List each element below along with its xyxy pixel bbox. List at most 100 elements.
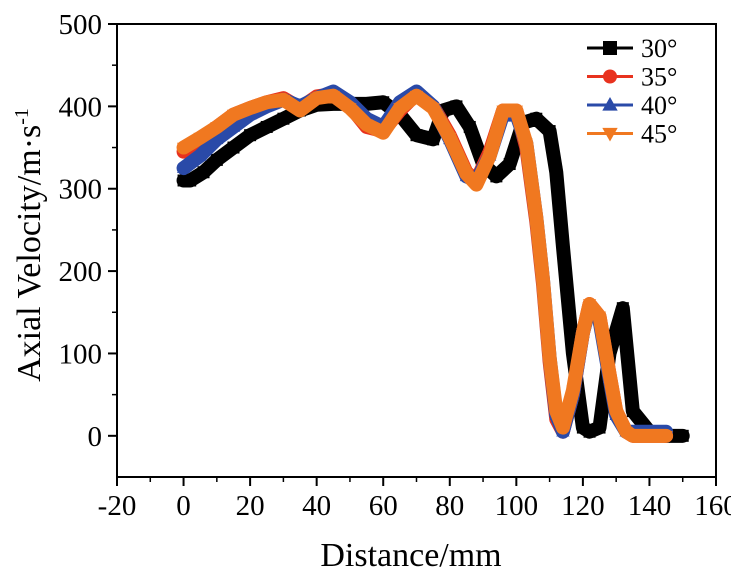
data-point (469, 179, 483, 192)
x-tick-label: 40 (302, 490, 331, 522)
series-layer (176, 84, 690, 443)
legend-item: 30° (587, 34, 677, 63)
data-point (193, 132, 207, 145)
data-point (176, 142, 191, 155)
data-point (310, 93, 324, 106)
data-point (210, 122, 224, 134)
data-point (556, 240, 569, 253)
data-point (426, 103, 440, 115)
data-point (676, 429, 689, 442)
data-point (450, 100, 463, 113)
x-tick-label: 140 (628, 490, 672, 522)
x-tick-label: 100 (495, 490, 539, 522)
data-point (483, 150, 497, 163)
data-point (592, 311, 607, 324)
data-point (626, 405, 639, 418)
data-point (226, 120, 241, 132)
y-tick-label: 100 (59, 338, 103, 370)
data-point (359, 119, 374, 132)
data-point (193, 148, 207, 161)
data-point (529, 212, 543, 225)
x-tick-label: 60 (369, 490, 398, 522)
data-point (210, 132, 224, 145)
data-point (276, 94, 290, 107)
data-point (602, 369, 617, 381)
data-point (609, 406, 623, 419)
axes-layer: -20 0 20 40 60 80 100 120 140 160 0 100 200 300 400 500 (59, 9, 731, 522)
data-point (210, 153, 223, 166)
data-point (227, 141, 240, 154)
y-tick-label: 200 (59, 256, 103, 288)
legend-item: 35° (587, 63, 677, 92)
data-point (616, 302, 629, 315)
data-point (463, 120, 476, 133)
legend: 30°35°40°45° (587, 34, 677, 149)
series-3 (176, 88, 674, 443)
y-tick-label: 500 (59, 9, 103, 41)
data-point (582, 299, 597, 311)
data-point (519, 138, 533, 151)
data-point (659, 431, 673, 443)
data-point (536, 274, 550, 287)
x-tick-label: 120 (561, 490, 605, 522)
data-point (549, 406, 563, 419)
series-line (176, 88, 674, 443)
data-point (409, 90, 424, 103)
x-tick-label: 20 (236, 490, 265, 522)
data-point (427, 133, 440, 146)
x-tick-label: -20 (98, 490, 137, 522)
data-point (443, 132, 457, 145)
legend-label: 45° (641, 120, 677, 149)
legend-marker (603, 69, 617, 84)
y-tick-label: 0 (88, 421, 103, 453)
legend-item: 40° (587, 91, 677, 120)
data-point (376, 127, 390, 140)
data-point (377, 96, 390, 109)
legend-label: 30° (641, 34, 677, 63)
data-point (410, 129, 423, 142)
data-point (197, 166, 210, 179)
data-point (293, 105, 307, 118)
data-point (642, 431, 657, 443)
data-point (543, 352, 557, 365)
y-axis-label: Axial Velocity/m·s-1 (11, 108, 48, 382)
y-axis-label-text: Axial Velocity/m·s (11, 125, 48, 382)
data-point (503, 158, 516, 171)
data-point (459, 169, 474, 181)
data-point (244, 129, 257, 142)
x-axis-label: Distance/mm (320, 537, 501, 574)
legend-marker (603, 41, 617, 55)
data-point (490, 170, 503, 183)
series-line (176, 87, 674, 443)
data-point (260, 120, 273, 133)
data-point (619, 426, 633, 439)
data-point (496, 105, 510, 118)
x-tick-label: 80 (435, 490, 464, 522)
data-point (543, 125, 556, 138)
legend-item: 45° (587, 120, 677, 149)
x-tick-label: 0 (176, 490, 191, 522)
legend-label: 40° (641, 91, 677, 120)
legend-marker (602, 96, 618, 111)
data-point (509, 105, 523, 118)
data-point (566, 385, 580, 398)
data-point (343, 103, 357, 115)
data-point (176, 161, 191, 173)
data-point (277, 112, 290, 125)
data-point (530, 112, 543, 125)
y-tick-label: 300 (59, 174, 103, 206)
y-tick-label: 400 (59, 91, 103, 123)
data-point (393, 103, 407, 115)
data-point (184, 174, 197, 187)
data-point (593, 421, 606, 434)
data-point (326, 90, 340, 103)
data-point (226, 109, 241, 122)
x-tick-label: 160 (694, 490, 731, 522)
data-point (626, 431, 640, 443)
y-axis-label-superscript: -1 (11, 108, 33, 125)
data-point (243, 103, 257, 115)
data-point (556, 422, 570, 435)
data-point (576, 328, 590, 340)
